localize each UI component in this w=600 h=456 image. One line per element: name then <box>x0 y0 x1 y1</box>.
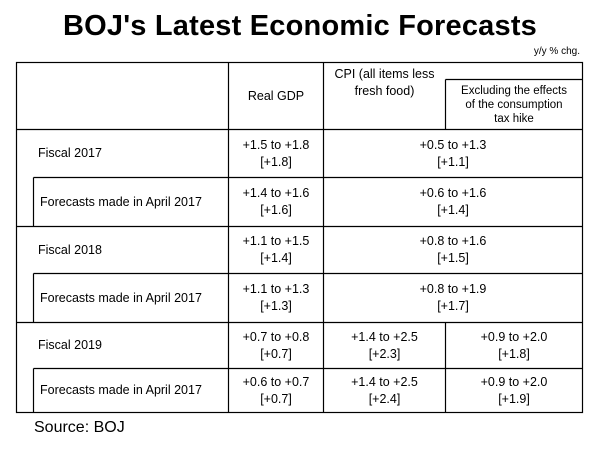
gdp-median: [+0.7] <box>260 346 292 361</box>
header-cpi-line2: fresh food) <box>354 84 415 98</box>
cpi-range: +0.8 to +1.9 <box>419 282 487 296</box>
row-label: Fiscal 2018 <box>38 227 226 273</box>
gdp-median: [+1.8] <box>260 154 292 169</box>
header-excluding: Excluding the effects of the consumption… <box>446 80 582 129</box>
cpi-range: +0.8 to +1.6 <box>419 234 487 248</box>
excl-range: +0.9 to +2.0 <box>480 374 548 389</box>
cpi-cell: +1.4 to +2.5 [+2.4] <box>324 369 445 412</box>
row-label: Fiscal 2019 <box>38 323 226 368</box>
gdp-median: [+0.7] <box>260 391 292 406</box>
row-label-text: Forecasts made in April 2017 <box>40 290 202 305</box>
header-real-gdp-label: Real GDP <box>247 88 305 103</box>
gdp-cell: +0.7 to +0.8 [+0.7] <box>229 323 323 368</box>
gdp-range: +1.4 to +1.6 <box>242 186 310 200</box>
gdp-range: +1.1 to +1.3 <box>242 282 310 296</box>
header-cpi: CPI (all items less fresh food) <box>324 66 445 106</box>
row-label: Forecasts made in April 2017 <box>40 369 228 412</box>
row-label: Fiscal 2017 <box>38 130 226 177</box>
cpi-cell: +0.5 to +1.3 [+1.1] <box>324 130 582 177</box>
excl-range: +0.9 to +2.0 <box>480 329 548 344</box>
gdp-range: +0.7 to +0.8 <box>242 329 310 344</box>
cpi-median: [+1.4] <box>437 203 469 217</box>
cpi-cell: +0.8 to +1.9 [+1.7] <box>324 274 582 322</box>
excl-cell: +0.9 to +2.0 [+1.8] <box>446 323 582 368</box>
gdp-median: [+1.4] <box>260 251 292 265</box>
cpi-range: +0.5 to +1.3 <box>419 137 487 152</box>
source-note: Source: BOJ <box>34 419 125 436</box>
row-label-text: Fiscal 2019 <box>38 338 102 352</box>
row-label: Forecasts made in April 2017 <box>40 178 228 226</box>
cpi-range: +0.6 to +1.6 <box>419 186 487 200</box>
cpi-cell: +0.6 to +1.6 [+1.4] <box>324 178 582 226</box>
gdp-cell: +1.4 to +1.6 [+1.6] <box>229 178 323 226</box>
excl-cell: +0.9 to +2.0 [+1.9] <box>446 369 582 412</box>
excl-median: [+1.8] <box>498 346 530 361</box>
header-excl-line2: of the consumption <box>465 98 563 111</box>
gdp-median: [+1.3] <box>260 299 292 313</box>
cpi-cell: +0.8 to +1.6 [+1.5] <box>324 227 582 273</box>
gdp-median: [+1.6] <box>260 203 292 217</box>
page-title: BOJ's Latest Economic Forecasts <box>62 10 538 42</box>
excl-median: [+1.9] <box>498 391 530 406</box>
cpi-median: [+2.3] <box>368 346 401 361</box>
gdp-cell: +1.1 to +1.5 [+1.4] <box>229 227 323 273</box>
cpi-range: +1.4 to +2.5 <box>351 374 418 389</box>
cpi-median: [+1.7] <box>437 299 469 313</box>
gdp-range: +1.1 to +1.5 <box>242 234 310 248</box>
header-cpi-line1: CPI (all items less <box>334 67 435 81</box>
row-label-text: Forecasts made in April 2017 <box>40 194 202 209</box>
cpi-median: [+1.5] <box>437 251 469 265</box>
cpi-median: [+2.4] <box>368 391 401 406</box>
row-label-text: Fiscal 2017 <box>38 146 102 160</box>
header-real-gdp: Real GDP <box>229 63 323 129</box>
gdp-range: +1.5 to +1.8 <box>242 137 310 152</box>
gdp-cell: +1.5 to +1.8 [+1.8] <box>229 130 323 177</box>
unit-label: y/y % chg. <box>533 46 580 57</box>
cpi-cell: +1.4 to +2.5 [+2.3] <box>324 323 445 368</box>
cpi-range: +1.4 to +2.5 <box>351 329 418 344</box>
row-label-text: Fiscal 2018 <box>38 242 102 257</box>
row-label: Forecasts made in April 2017 <box>40 274 228 322</box>
gdp-cell: +1.1 to +1.3 [+1.3] <box>229 274 323 322</box>
gdp-cell: +0.6 to +0.7 [+0.7] <box>229 369 323 412</box>
row-label-text: Forecasts made in April 2017 <box>40 383 202 397</box>
header-excl-line1: Excluding the effects <box>461 84 567 97</box>
gdp-range: +0.6 to +0.7 <box>242 374 310 389</box>
header-excl-line3: tax hike <box>494 112 534 125</box>
cpi-median: [+1.1] <box>437 154 469 169</box>
